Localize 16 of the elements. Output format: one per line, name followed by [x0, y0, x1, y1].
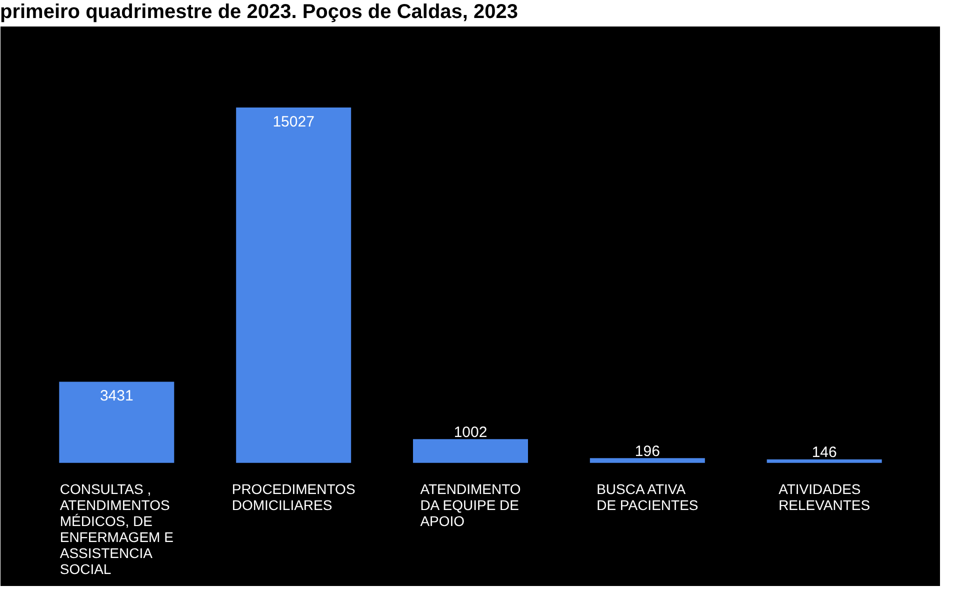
x-tick-label: BUSCA ATIVA DE PACIENTES — [596, 480, 698, 513]
data-label: 15027 — [272, 114, 314, 131]
bar — [236, 108, 352, 463]
chart-title: primeiro quadrimestre de 2023. Poços de Caldas, 2023 — [0, 0, 518, 24]
data-label: 146 — [812, 444, 837, 462]
data-label: 196 — [634, 442, 660, 460]
bar — [59, 382, 174, 463]
x-tick-label: CONSULTAS , ATENDIMENTOS MÉDICOS, DE ENFERMAGEM E ASSISTENCIA SOCIAL — [60, 480, 174, 577]
x-tick-label: ATENDIMENTO DA EQUIPE DE APOIO — [420, 480, 521, 529]
x-tick-label: PROCEDIMENTOS DOMICILIARES — [232, 480, 356, 513]
data-label: 3431 — [100, 388, 134, 405]
x-tick-label: ATIVIDADES RELEVANTES — [778, 480, 870, 513]
data-label: 1002 — [454, 424, 488, 441]
bar — [590, 458, 705, 463]
bar — [766, 459, 882, 463]
bar — [413, 439, 528, 463]
